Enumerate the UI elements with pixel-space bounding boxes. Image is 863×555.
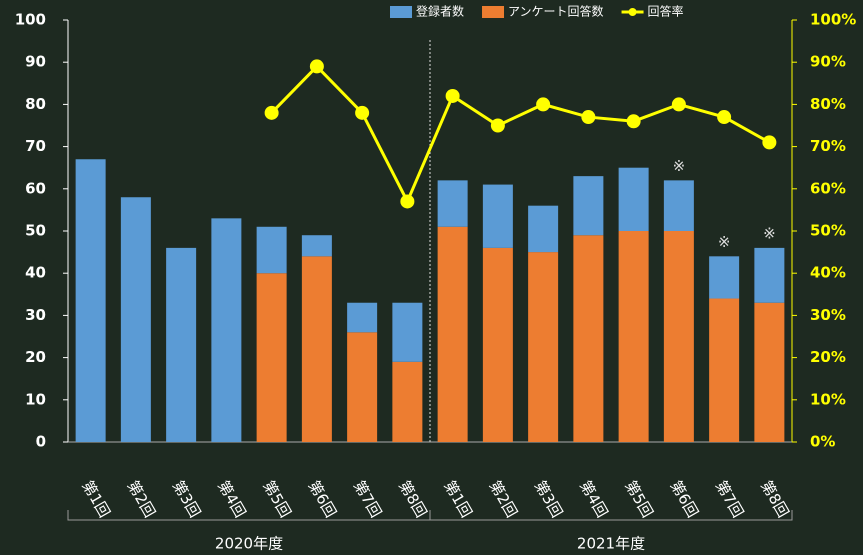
y2-tick-label: 80% (810, 95, 846, 113)
y2-tick-label: 0% (810, 433, 835, 451)
bar (256, 226, 287, 274)
y-tick-label: 90 (25, 53, 46, 71)
y-tick-label: 40 (25, 264, 46, 282)
line-marker (626, 114, 641, 129)
line-marker (536, 97, 551, 112)
bar (347, 302, 378, 333)
bar (392, 361, 423, 442)
bar (709, 256, 740, 299)
y-tick-label: 10 (25, 390, 46, 408)
line-marker (762, 135, 777, 150)
bar (301, 256, 332, 442)
y-tick-label: 100 (15, 11, 46, 29)
group-bracket (429, 510, 793, 521)
bar (573, 235, 604, 442)
y-tick-label: 60 (25, 179, 46, 197)
bar (256, 273, 287, 442)
line-marker (671, 97, 686, 112)
line (270, 64, 771, 205)
annotation: ※ (673, 157, 686, 175)
bar (301, 235, 332, 257)
bar (709, 298, 740, 442)
legend-swatch (482, 6, 505, 18)
y2-tick-label: 90% (810, 53, 846, 71)
bar (347, 332, 378, 442)
bar (120, 197, 151, 442)
bar (528, 252, 559, 442)
bar (528, 205, 559, 253)
annotation: ※ (718, 233, 731, 251)
group-label: 2020年度 (215, 535, 283, 553)
line-marker (309, 59, 324, 74)
bar (75, 159, 106, 442)
bar (482, 247, 513, 442)
annotation: ※ (763, 224, 776, 242)
bar (437, 226, 468, 442)
line-marker (717, 110, 732, 125)
y-tick-label: 70 (25, 137, 46, 155)
bar (618, 231, 649, 442)
bar (392, 302, 423, 362)
line-marker (490, 118, 505, 133)
y-tick-label: 80 (25, 95, 46, 113)
bar (754, 247, 785, 303)
bar (211, 218, 242, 442)
legend-label: アンケート回答数 (508, 4, 604, 19)
group-label: 2021年度 (577, 535, 645, 553)
y2-tick-label: 10% (810, 390, 846, 408)
legend-swatch (390, 6, 412, 18)
bar (663, 180, 694, 231)
legend-marker (628, 8, 637, 16)
y2-tick-label: 20% (810, 348, 846, 366)
line-marker (355, 105, 370, 120)
y-tick-label: 50 (25, 222, 46, 240)
y-tick-label: 30 (25, 306, 46, 324)
y2-tick-label: 40% (810, 264, 846, 282)
y2-tick-label: 30% (810, 306, 846, 324)
y2-tick-label: 100% (810, 11, 856, 29)
y-tick-label: 0 (36, 433, 46, 451)
bar (754, 302, 785, 442)
legend-label: 回答率 (648, 4, 684, 19)
bar (166, 247, 197, 442)
bar (573, 176, 604, 236)
y2-tick-label: 70% (810, 137, 846, 155)
legend-label: 登録者数 (416, 4, 464, 19)
y-tick-label: 20 (25, 348, 46, 366)
line-marker (400, 194, 415, 209)
bar (618, 167, 649, 231)
bar (437, 180, 468, 227)
bar (482, 184, 513, 248)
y2-tick-label: 50% (810, 222, 846, 240)
line-marker (264, 105, 279, 120)
line-marker (445, 88, 460, 103)
line-marker (581, 110, 596, 125)
y2-tick-label: 60% (810, 179, 846, 197)
bar (663, 231, 694, 442)
